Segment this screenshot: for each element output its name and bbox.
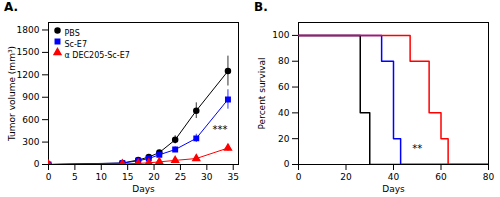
html-text:A.: A.: [4, 0, 19, 14]
svg-text:15: 15: [122, 172, 133, 182]
svg-text:**: **: [412, 143, 422, 154]
svg-text:5: 5: [72, 172, 78, 182]
svg-text:80: 80: [278, 56, 290, 66]
svg-text:0: 0: [296, 172, 302, 182]
svg-text:Sc-E7: Sc-E7: [65, 40, 88, 49]
svg-text:0: 0: [46, 172, 52, 182]
svg-text:α DEC205-Sc-E7: α DEC205-Sc-E7: [65, 51, 130, 60]
html-text:B.: B.: [254, 0, 268, 14]
svg-text:Days: Days: [382, 184, 405, 194]
svg-text:300: 300: [22, 137, 39, 147]
svg-text:Percent survival: Percent survival: [257, 58, 267, 130]
svg-text:600: 600: [22, 115, 39, 125]
svg-text:40: 40: [388, 172, 400, 182]
svg-text:30: 30: [201, 172, 213, 182]
svg-text:1500: 1500: [17, 47, 40, 57]
svg-text:100: 100: [272, 30, 289, 40]
svg-text:20: 20: [278, 134, 290, 144]
svg-text:Tumor volume (mm³): Tumor volume (mm³): [7, 46, 17, 142]
svg-text:***: ***: [213, 124, 228, 135]
svg-text:PBS: PBS: [65, 29, 80, 38]
svg-text:0: 0: [284, 159, 290, 169]
svg-text:1800: 1800: [17, 25, 40, 35]
svg-text:20: 20: [148, 172, 160, 182]
svg-text:80: 80: [483, 172, 495, 182]
svg-text:1200: 1200: [17, 70, 40, 80]
svg-text:900: 900: [22, 92, 39, 102]
svg-text:0: 0: [34, 159, 40, 169]
svg-text:40: 40: [278, 108, 290, 118]
svg-text:60: 60: [278, 82, 290, 92]
svg-text:Days: Days: [132, 184, 155, 194]
svg-text:35: 35: [227, 172, 238, 182]
svg-text:10: 10: [96, 172, 108, 182]
svg-text:25: 25: [175, 172, 186, 182]
svg-text:20: 20: [340, 172, 352, 182]
svg-text:60: 60: [435, 172, 447, 182]
